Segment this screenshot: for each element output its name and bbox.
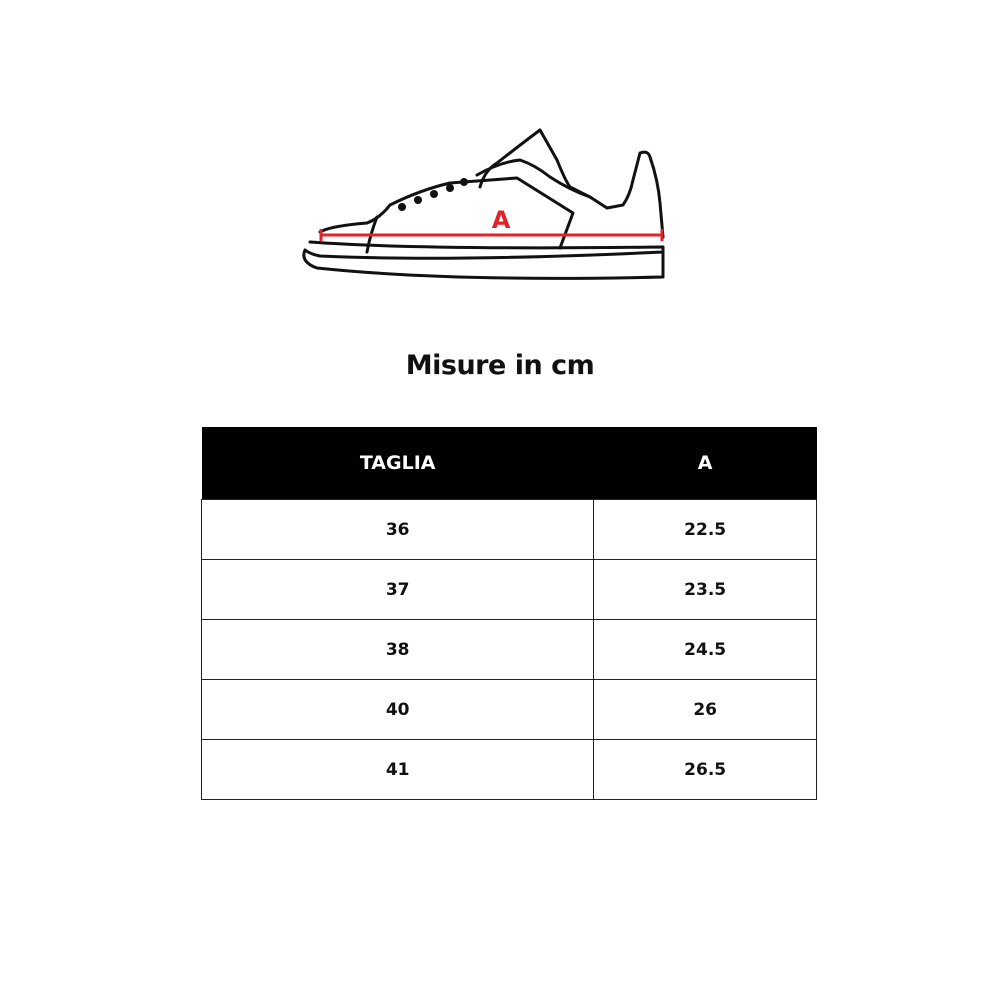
page-title: Misure in cm: [405, 350, 595, 381]
header-taglia: TAGLIA: [201, 427, 594, 500]
shoe-collar: [475, 158, 592, 199]
table-row: 38 24.5: [200, 619, 817, 680]
length-cell: 26: [593, 679, 817, 740]
length-cell: 26.5: [593, 739, 817, 800]
table-header-row: TAGLIA A: [201, 427, 817, 500]
table-row: 41 26.5: [200, 739, 817, 800]
size-cell: 40: [200, 679, 595, 740]
table-row: 36 22.5: [200, 499, 817, 560]
size-cell: 36: [200, 499, 595, 560]
size-cell: 37: [200, 559, 595, 620]
length-cell: 22.5: [593, 499, 817, 560]
shoe-upper: [318, 176, 575, 250]
shoe-illustration: A: [302, 128, 665, 280]
table-row: 40 26: [200, 679, 817, 740]
shoe-sole: [302, 240, 665, 280]
size-table: TAGLIA A 36 22.5 37 23.5 38 24.5 40 26 41 26.…: [200, 427, 817, 800]
table-row: 37 23.5: [200, 559, 817, 620]
shoe-tongue: [478, 128, 665, 239]
size-cell: 38: [200, 619, 595, 680]
length-cell: 23.5: [593, 559, 817, 620]
measure-label: A: [492, 206, 511, 234]
size-cell: 41: [200, 739, 595, 800]
length-cell: 24.5: [593, 619, 817, 680]
laces-icon: [398, 178, 468, 211]
header-a: A: [593, 427, 817, 500]
